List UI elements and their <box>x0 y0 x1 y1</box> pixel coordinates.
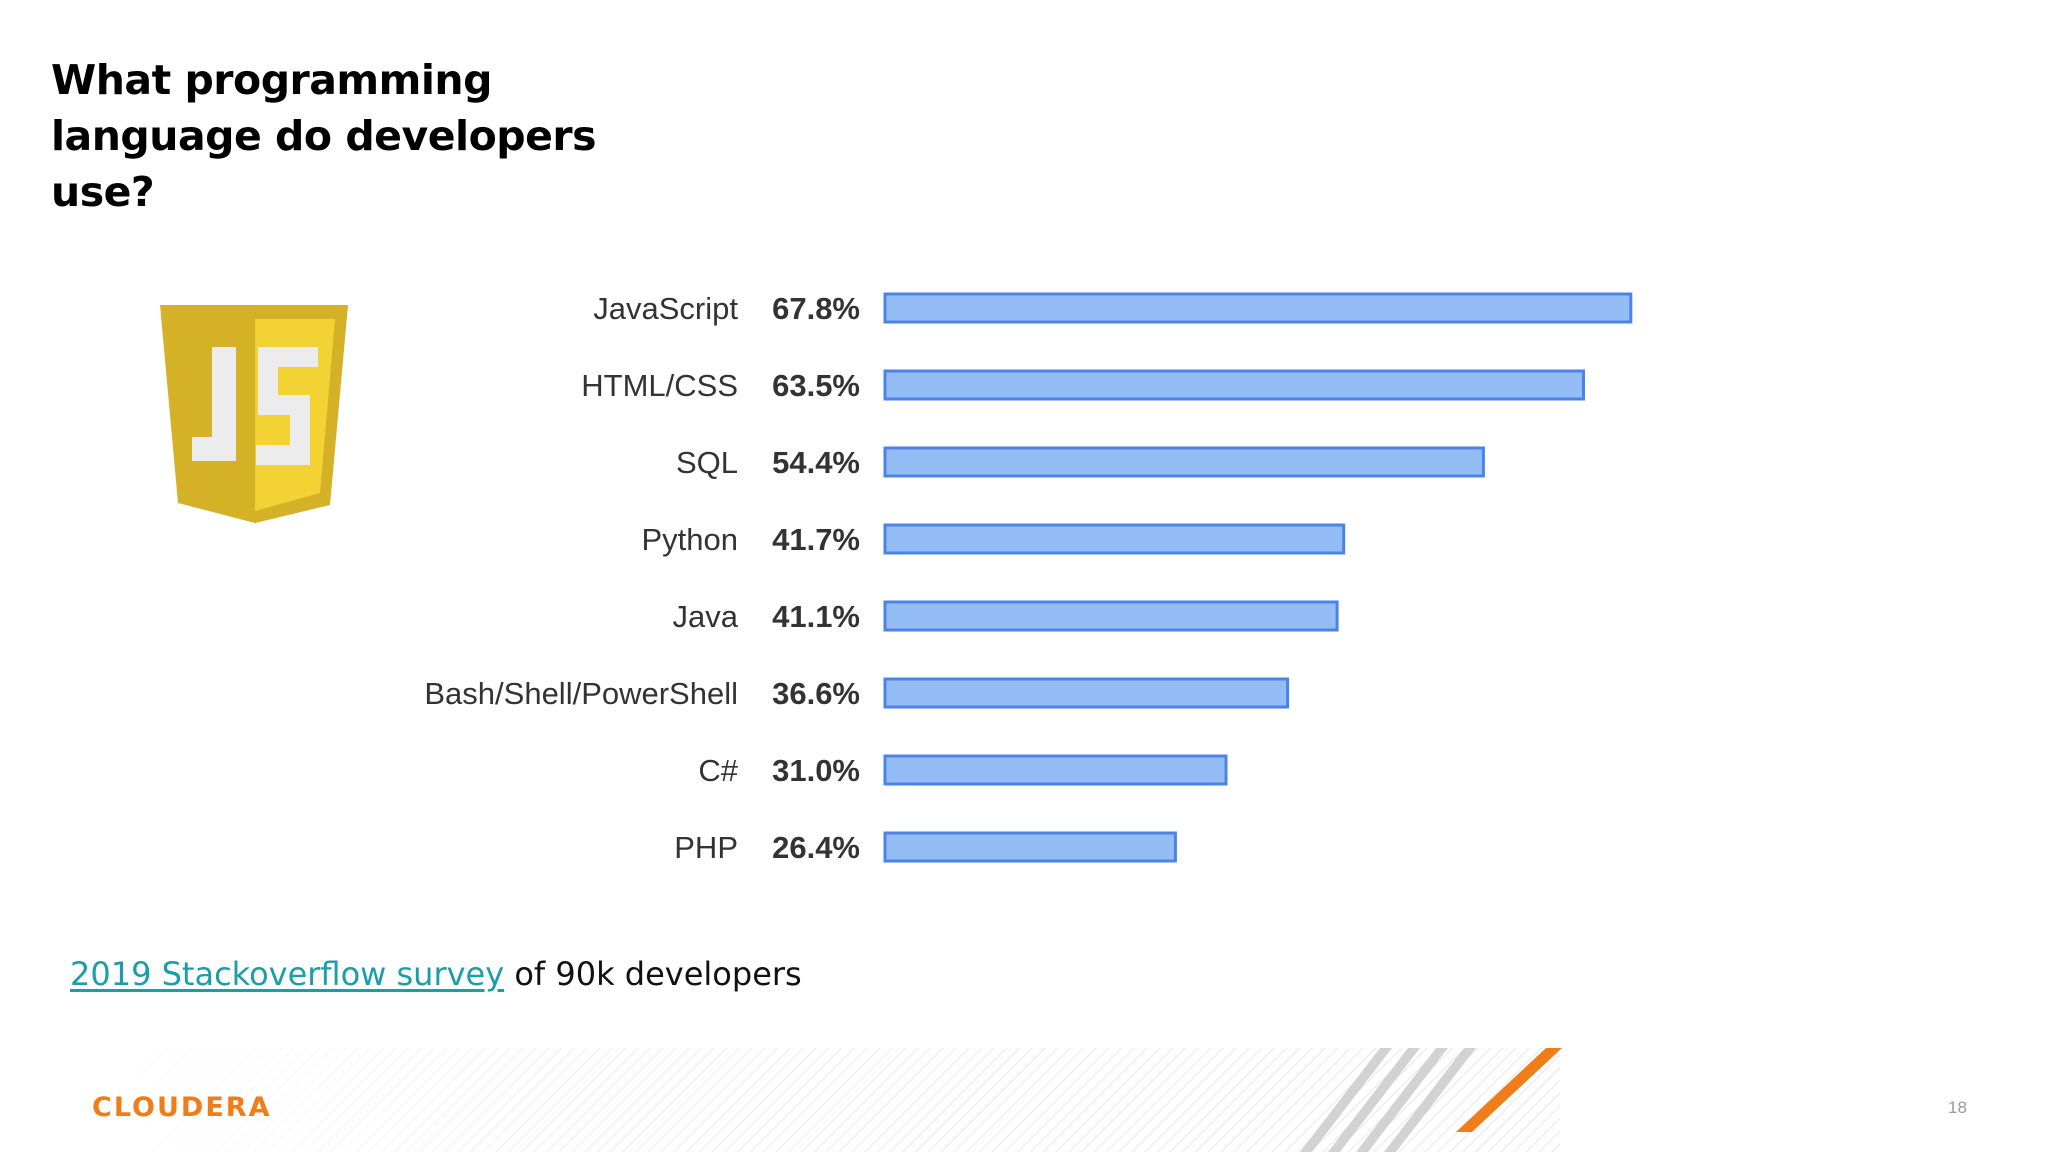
javascript-logo-icon <box>160 305 348 523</box>
value-label-javascript: 67.8% <box>772 291 860 326</box>
category-label-c: C# <box>698 753 738 788</box>
slide-title: What programming language do developers … <box>51 56 597 216</box>
source-footnote: 2019 Stackoverflow survey of 90k develop… <box>70 955 802 993</box>
page-number: 18 <box>1948 1098 1967 1117</box>
cloudera-logo: CLOUDERA <box>92 1092 272 1123</box>
survey-link[interactable]: 2019 Stackoverflow survey <box>70 955 505 993</box>
category-label-sql: SQL <box>676 445 738 480</box>
bar-chart: JavaScript 67.8% HTML/CSS 63.5% SQL 54.4% Pyth… <box>424 291 1633 865</box>
bar-sql <box>883 446 1485 478</box>
category-label-php: PHP <box>674 830 738 865</box>
value-label-bash-shell-powershell: 36.6% <box>772 676 860 711</box>
category-label-java: Java <box>673 599 739 634</box>
footnote-text: of 90k developers <box>504 955 802 993</box>
footer-stripes <box>90 1048 1562 1152</box>
bar-java <box>883 600 1339 632</box>
value-label-python: 41.7% <box>772 522 860 557</box>
bar-python <box>883 523 1346 555</box>
category-label-javascript: JavaScript <box>593 291 738 326</box>
bar-bash-shell-powershell <box>883 677 1290 709</box>
bar-c <box>883 754 1228 786</box>
bar-html-css <box>883 369 1585 401</box>
category-label-python: Python <box>641 522 738 557</box>
value-label-php: 26.4% <box>772 830 860 865</box>
value-label-html-css: 63.5% <box>772 368 860 403</box>
bar-php <box>883 831 1177 863</box>
value-label-c: 31.0% <box>772 753 860 788</box>
category-label-html-css: HTML/CSS <box>581 368 738 403</box>
bar-javascript <box>883 292 1633 324</box>
value-label-java: 41.1% <box>772 599 860 634</box>
category-label-bash-shell-powershell: Bash/Shell/PowerShell <box>424 676 738 711</box>
value-label-sql: 54.4% <box>772 445 860 480</box>
